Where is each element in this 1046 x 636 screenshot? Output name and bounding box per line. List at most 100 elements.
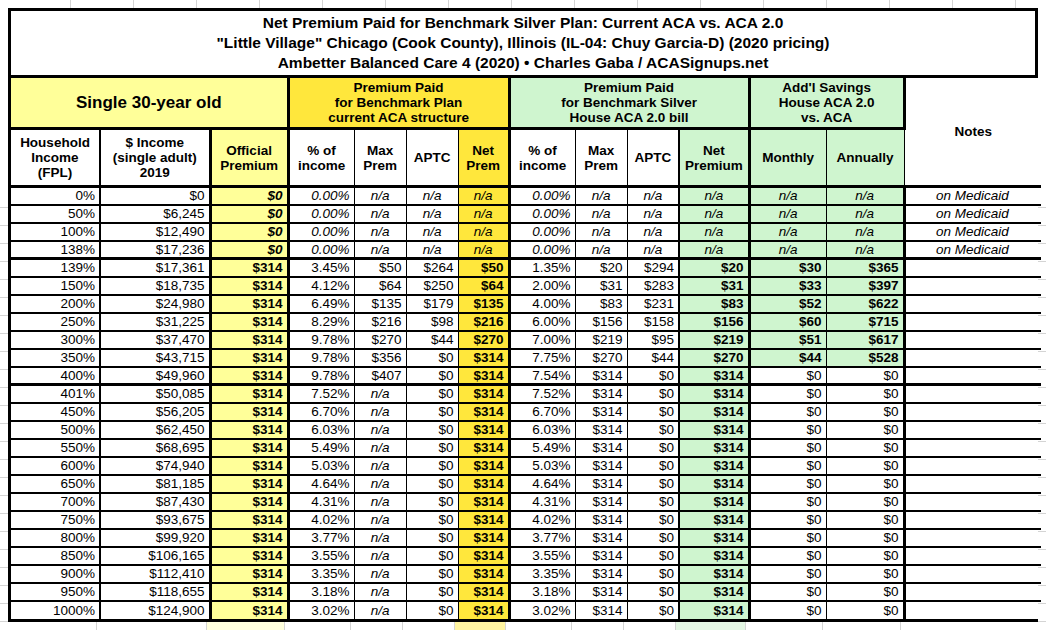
aca20-net-premium-cell[interactable]: $314 [679,439,749,457]
income-cell[interactable]: $0 [100,187,210,205]
savings-annually-cell[interactable]: $0 [826,583,904,601]
income-cell[interactable]: $74,940 [100,457,210,475]
fpl-cell[interactable]: 401% [11,385,100,403]
fpl-cell[interactable]: 200% [11,295,100,313]
aca-max-prem-cell[interactable]: $216 [354,313,406,331]
notes-cell[interactable] [904,583,1041,601]
aca20-max-prem-cell[interactable]: $314 [575,511,627,529]
aca-net-prem-cell[interactable]: $314 [458,367,509,385]
income-cell[interactable]: $56,205 [100,403,210,421]
aca-net-prem-cell[interactable]: $314 [458,457,509,475]
aca-net-prem-cell[interactable]: $314 [458,403,509,421]
aca20-net-premium-cell[interactable]: n/a [679,223,749,241]
savings-monthly-cell[interactable]: $0 [749,529,826,547]
official-premium-cell[interactable]: $314 [210,547,288,565]
aca-aptc-cell[interactable]: $0 [406,421,458,439]
aca20-aptc-cell[interactable]: $0 [627,457,679,475]
aca-net-prem-cell[interactable]: $314 [458,493,509,511]
aca-net-prem-cell[interactable]: $314 [458,439,509,457]
official-premium-cell[interactable]: $314 [210,367,288,385]
aca-aptc-cell[interactable]: $0 [406,547,458,565]
aca20-pct-income-cell[interactable]: 6.00% [509,313,575,331]
group-header-aca20[interactable]: Premium Paid for Benchmark Silver House … [509,78,749,129]
aca20-max-prem-cell[interactable]: $314 [575,475,627,493]
notes-cell[interactable] [904,385,1041,403]
aca-aptc-cell[interactable]: $0 [406,403,458,421]
savings-annually-cell[interactable]: $0 [826,493,904,511]
aca20-pct-income-cell[interactable]: 3.77% [509,529,575,547]
savings-monthly-cell[interactable]: n/a [749,187,826,205]
fpl-cell[interactable]: 450% [11,403,100,421]
aca-aptc-cell[interactable]: $0 [406,439,458,457]
notes-cell[interactable] [904,331,1041,349]
aca20-max-prem-cell[interactable]: $156 [575,313,627,331]
official-premium-cell[interactable]: $0 [210,223,288,241]
aca-aptc-cell[interactable]: $0 [406,349,458,367]
aca20-pct-income-cell[interactable]: 6.70% [509,403,575,421]
aca20-net-premium-cell[interactable]: $314 [679,403,749,421]
aca20-max-prem-cell[interactable]: $314 [575,421,627,439]
aca20-pct-income-cell[interactable]: 3.35% [509,565,575,583]
aca20-pct-income-cell[interactable]: 5.49% [509,439,575,457]
fpl-cell[interactable]: 50% [11,205,100,223]
aca20-net-premium-cell[interactable]: $314 [679,421,749,439]
aca-pct-income-cell[interactable]: 3.02% [288,601,354,619]
savings-monthly-cell[interactable]: n/a [749,223,826,241]
aca-max-prem-cell[interactable]: $407 [354,367,406,385]
aca-max-prem-cell[interactable]: n/a [354,205,406,223]
aca20-max-prem-cell[interactable]: n/a [575,223,627,241]
column-header-savings-annually[interactable]: Annually [826,129,904,187]
aca20-net-premium-cell[interactable]: $314 [679,493,749,511]
aca20-net-premium-cell[interactable]: $31 [679,277,749,295]
group-header-savings[interactable]: Add'l Savings House ACA 2.0 vs. ACA [749,78,904,129]
savings-annually-cell[interactable]: $0 [826,475,904,493]
aca20-max-prem-cell[interactable]: $314 [575,583,627,601]
aca20-max-prem-cell[interactable]: $20 [575,259,627,277]
savings-annually-cell[interactable]: n/a [826,187,904,205]
aca20-aptc-cell[interactable]: $294 [627,259,679,277]
income-cell[interactable]: $99,920 [100,529,210,547]
savings-annually-cell[interactable]: $0 [826,565,904,583]
fpl-cell[interactable]: 1000% [11,601,100,619]
savings-monthly-cell[interactable]: $0 [749,565,826,583]
column-header-official-premium[interactable]: Official Premium [210,129,288,187]
notes-cell[interactable] [904,493,1041,511]
savings-monthly-cell[interactable]: $0 [749,403,826,421]
official-premium-cell[interactable]: $314 [210,601,288,619]
aca-pct-income-cell[interactable]: 0.00% [288,187,354,205]
aca20-aptc-cell[interactable]: $0 [627,565,679,583]
aca-net-prem-cell[interactable]: $314 [458,565,509,583]
official-premium-cell[interactable]: $314 [210,529,288,547]
aca20-max-prem-cell[interactable]: n/a [575,187,627,205]
aca-net-prem-cell[interactable]: $314 [458,349,509,367]
aca-net-prem-cell[interactable]: $216 [458,313,509,331]
group-header-demographic[interactable]: Single 30-year old [11,78,288,129]
fpl-cell[interactable]: 600% [11,457,100,475]
column-header-aca-max-prem[interactable]: Max Prem [354,129,406,187]
aca-max-prem-cell[interactable]: n/a [354,511,406,529]
official-premium-cell[interactable]: $314 [210,565,288,583]
aca20-aptc-cell[interactable]: $0 [627,601,679,619]
aca-aptc-cell[interactable]: $0 [406,601,458,619]
aca-net-prem-cell[interactable]: n/a [458,205,509,223]
income-cell[interactable]: $68,695 [100,439,210,457]
aca-net-prem-cell[interactable]: $64 [458,277,509,295]
aca20-aptc-cell[interactable]: $0 [627,385,679,403]
aca-aptc-cell[interactable]: $0 [406,385,458,403]
aca20-aptc-cell[interactable]: $0 [627,493,679,511]
aca20-net-premium-cell[interactable]: n/a [679,205,749,223]
aca20-max-prem-cell[interactable]: n/a [575,205,627,223]
aca20-pct-income-cell[interactable]: 6.03% [509,421,575,439]
aca-net-prem-cell[interactable]: $314 [458,601,509,619]
aca20-pct-income-cell[interactable]: 7.75% [509,349,575,367]
aca20-max-prem-cell[interactable]: $314 [575,529,627,547]
savings-monthly-cell[interactable]: $0 [749,511,826,529]
aca20-max-prem-cell[interactable]: n/a [575,241,627,259]
official-premium-cell[interactable]: $0 [210,205,288,223]
aca-pct-income-cell[interactable]: 4.02% [288,511,354,529]
income-cell[interactable]: $93,675 [100,511,210,529]
aca-pct-income-cell[interactable]: 0.00% [288,205,354,223]
savings-monthly-cell[interactable]: $30 [749,259,826,277]
aca20-net-premium-cell[interactable]: n/a [679,187,749,205]
official-premium-cell[interactable]: $314 [210,475,288,493]
